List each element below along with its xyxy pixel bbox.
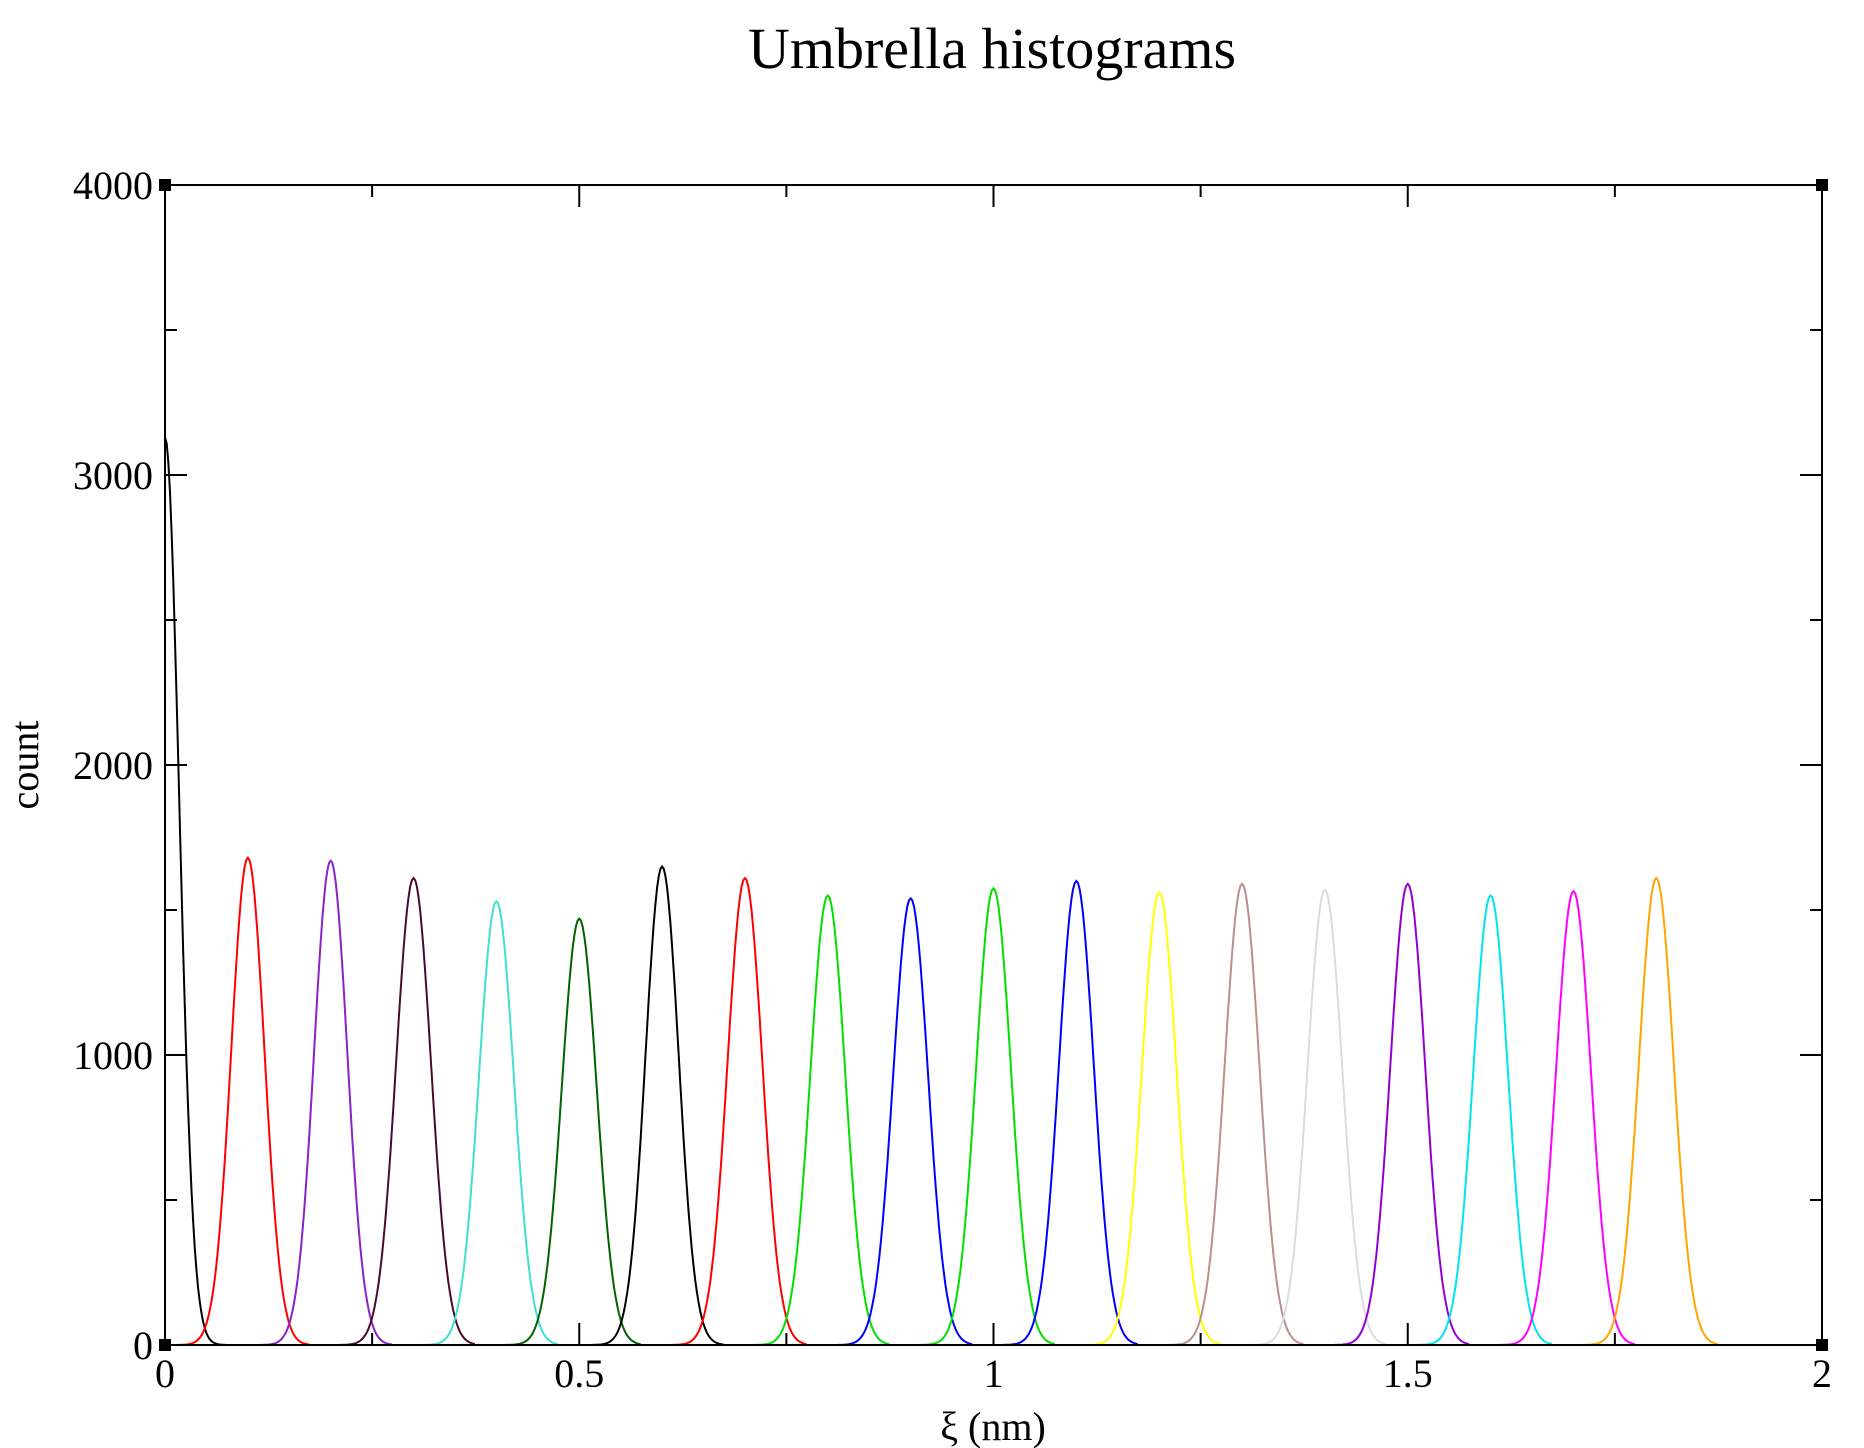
histogram-series-8 (662, 876, 807, 1346)
histogram-series-6 (496, 917, 641, 1346)
x-tick-label: 1 (984, 1351, 1004, 1396)
histogram-series-2 (165, 856, 310, 1346)
histogram-series-9 (744, 893, 890, 1346)
histogram-series-19 (1573, 876, 1718, 1346)
x-tick-label: 2 (1812, 1351, 1832, 1396)
y-tick-label: 3000 (73, 453, 153, 498)
histogram-series-12 (993, 879, 1138, 1346)
histogram-series-5 (413, 899, 558, 1346)
histogram-series-10 (827, 896, 973, 1346)
corner-handle (1816, 1339, 1828, 1351)
y-tick-label: 0 (133, 1323, 153, 1368)
corner-handle (159, 1339, 171, 1351)
histogram-series-4 (330, 876, 476, 1346)
histogram-series-15 (1242, 888, 1387, 1346)
chart-title: Umbrella histograms (748, 16, 1236, 81)
y-axis-label: count (2, 721, 47, 810)
y-tick-label: 4000 (73, 163, 153, 208)
y-tick-label: 2000 (73, 743, 153, 788)
histogram-series-16 (1324, 882, 1470, 1346)
x-axis-label: ξ (nm) (940, 1404, 1046, 1448)
histogram-series-7 (579, 864, 724, 1346)
histogram-series-14 (1159, 882, 1304, 1346)
histogram-series-17 (1407, 893, 1553, 1346)
x-tick-label: 1.5 (1383, 1351, 1433, 1396)
y-tick-label: 1000 (73, 1033, 153, 1078)
histogram-series-1 (164, 437, 227, 1346)
axis-ticks: 0 0.5 1 1.5 2 0 1000 2000 3000 4000 (73, 163, 1832, 1396)
corner-handles (159, 179, 1828, 1351)
histogram-series-13 (1076, 891, 1221, 1346)
series-layer (164, 437, 1718, 1346)
plot-frame (164, 184, 1823, 1346)
corner-handle (1816, 179, 1828, 191)
x-tick-label: 0 (155, 1351, 175, 1396)
histogram-series-3 (247, 858, 393, 1346)
histogram-series-18 (1490, 889, 1636, 1346)
x-tick-label: 0.5 (554, 1351, 604, 1396)
corner-handle (159, 179, 171, 191)
histogram-series-11 (910, 886, 1056, 1346)
